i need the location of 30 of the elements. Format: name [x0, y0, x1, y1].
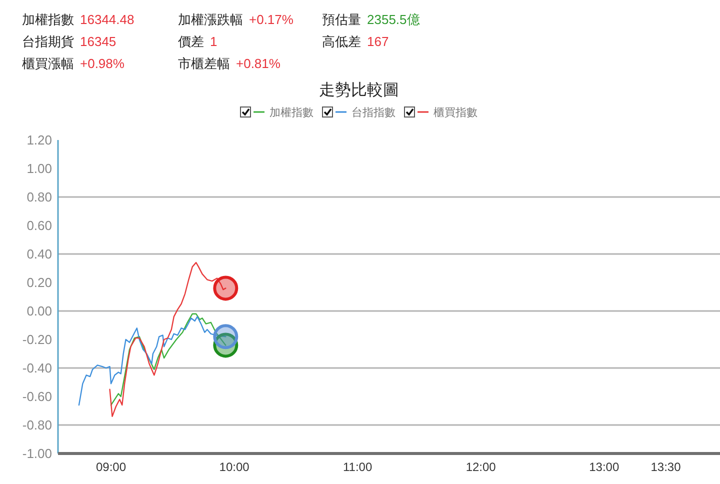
y-tick-label: 0.40	[26, 246, 52, 262]
x-tick-label: 13:00	[589, 460, 620, 474]
y-tick-label: 0.20	[26, 275, 52, 290]
annotation: 台指期貨 16345	[22, 34, 116, 49]
legend-label: 加權指數	[270, 106, 314, 119]
annotation: 加權指數 16344.48	[22, 12, 134, 27]
annotation: 價差 1	[178, 34, 218, 49]
y-tick-label: -0.60	[22, 389, 52, 404]
annotation: 高低差 167	[322, 34, 389, 49]
y-tick-label: 1.20	[26, 132, 52, 148]
y-tick-label: 0.00	[26, 304, 52, 318]
legend-label: 櫃買指數	[434, 107, 478, 119]
y-tick-label: -0.40	[22, 360, 52, 376]
x-tick-label: 11:00	[342, 460, 372, 474]
y-tick-label: -0.20	[22, 332, 52, 347]
x-tick-label: 10:00	[219, 460, 250, 474]
title: 走勢比較圖	[319, 82, 399, 99]
legend-label: 台指指數	[352, 106, 396, 119]
annotation: 加權漲跌幅 +0.17%	[178, 12, 294, 27]
x-tick-label: 09:00	[96, 460, 126, 474]
annotation: 預估量 2355.5億	[322, 12, 420, 27]
y-tick-label: 0.80	[26, 190, 52, 204]
y-tick-label: 0.60	[26, 218, 52, 233]
y-tick-label: 1.00	[26, 161, 52, 176]
y-tick-label: -0.80	[22, 418, 52, 432]
x-tick-label: 13:30	[650, 460, 682, 474]
x-tick-label: 12:00	[466, 460, 496, 474]
annotation: 櫃買漲幅 +0.98%	[22, 56, 124, 71]
annotation: 市櫃差幅 +0.81%	[178, 56, 280, 71]
y-tick-label: -1.00	[22, 446, 52, 461]
